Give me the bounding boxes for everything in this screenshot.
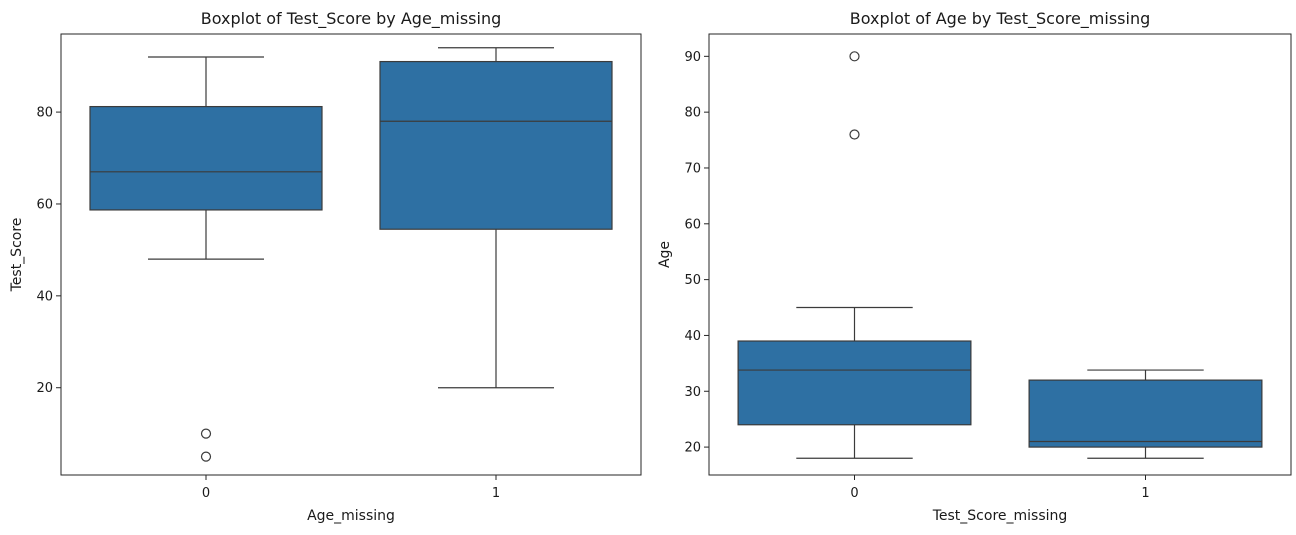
y-axis-ticks: 20 40 60 80 bbox=[36, 106, 61, 396]
iqr-box bbox=[89, 105, 323, 211]
y-tick-label: 20 bbox=[684, 441, 701, 456]
y-tick-label: 70 bbox=[684, 161, 701, 176]
iqr-box bbox=[737, 340, 972, 426]
y-axis-label: Age bbox=[657, 241, 673, 268]
y-tick-label: 80 bbox=[36, 106, 53, 121]
y-tick-label: 40 bbox=[684, 329, 701, 344]
x-tick-label: 1 bbox=[492, 486, 500, 501]
outlier-point bbox=[849, 129, 860, 140]
plot-frame bbox=[708, 33, 1292, 476]
outlier-point bbox=[849, 51, 860, 62]
chart-title: Boxplot of Age by Test_Score_missing bbox=[850, 9, 1151, 29]
box-marks bbox=[89, 47, 613, 462]
y-axis-label: Test_Score bbox=[9, 218, 25, 293]
x-tick-label: 0 bbox=[202, 486, 210, 501]
y-axis-ticks: 20 30 40 50 60 70 80 90 bbox=[684, 50, 709, 456]
box-category-1 bbox=[1028, 369, 1263, 459]
y-tick-label: 90 bbox=[684, 50, 701, 65]
box-category-1 bbox=[379, 47, 613, 389]
chart-test-score-by-age-missing: Boxplot of Test_Score by Age_missing 20 4… bbox=[9, 9, 642, 524]
x-tick-label: 1 bbox=[1141, 486, 1149, 501]
chart-title: Boxplot of Test_Score by Age_missing bbox=[201, 9, 502, 29]
plot-frame bbox=[60, 33, 642, 476]
y-tick-label: 30 bbox=[684, 385, 701, 400]
box-category-0 bbox=[737, 51, 972, 459]
outlier-point bbox=[200, 428, 212, 439]
box-marks bbox=[737, 51, 1263, 459]
y-tick-label: 60 bbox=[36, 197, 53, 212]
y-tick-label: 20 bbox=[36, 381, 53, 396]
y-tick-label: 50 bbox=[684, 273, 701, 288]
x-axis-label: Age_missing bbox=[307, 508, 395, 524]
y-tick-label: 80 bbox=[684, 106, 701, 121]
outlier-point bbox=[200, 451, 212, 462]
iqr-box bbox=[1028, 379, 1263, 448]
box-category-0 bbox=[89, 56, 323, 462]
chart-age-by-test-score-missing: Boxplot of Age by Test_Score_missing 20 3… bbox=[657, 9, 1292, 524]
y-tick-label: 60 bbox=[684, 217, 701, 232]
x-axis-label: Test_Score_missing bbox=[932, 508, 1068, 524]
iqr-box bbox=[379, 60, 613, 230]
x-tick-label: 0 bbox=[850, 486, 858, 501]
y-tick-label: 40 bbox=[36, 289, 53, 304]
